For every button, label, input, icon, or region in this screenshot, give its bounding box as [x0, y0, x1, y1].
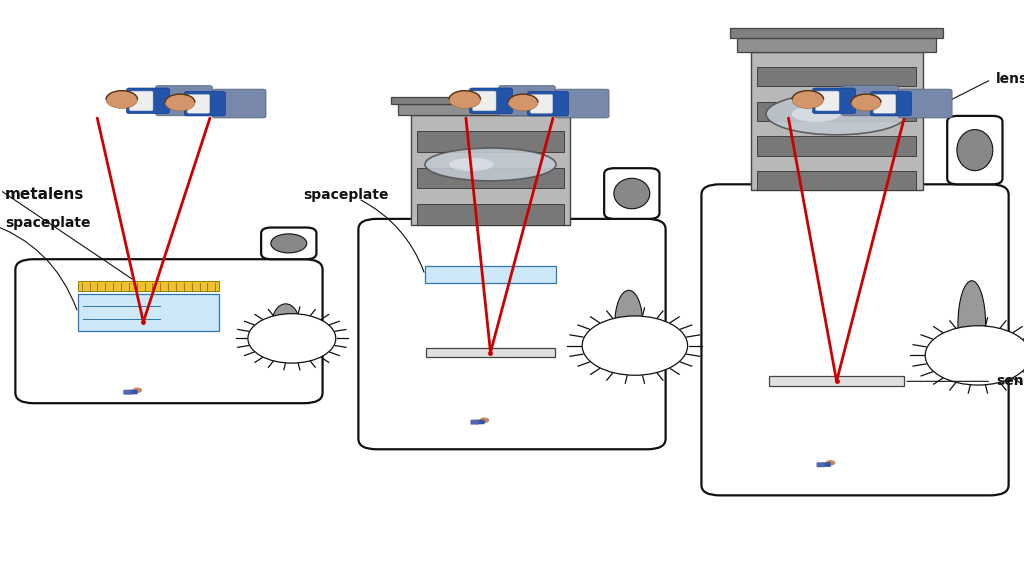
Ellipse shape: [766, 93, 907, 135]
Circle shape: [825, 460, 836, 465]
FancyBboxPatch shape: [129, 91, 153, 111]
Bar: [758, 171, 915, 190]
FancyBboxPatch shape: [187, 94, 210, 113]
FancyArrowPatch shape: [0, 223, 77, 310]
Circle shape: [508, 94, 538, 111]
Bar: [730, 28, 943, 38]
Bar: [411, 115, 570, 225]
Circle shape: [926, 326, 1024, 385]
Ellipse shape: [272, 304, 300, 344]
Text: lens: lens: [996, 73, 1024, 86]
Circle shape: [132, 388, 142, 393]
Ellipse shape: [792, 106, 840, 122]
Bar: [758, 67, 915, 86]
Circle shape: [248, 314, 336, 363]
FancyBboxPatch shape: [873, 94, 896, 113]
FancyBboxPatch shape: [604, 168, 659, 219]
FancyBboxPatch shape: [527, 92, 568, 116]
Ellipse shape: [958, 281, 985, 368]
Ellipse shape: [270, 234, 307, 253]
Bar: [758, 102, 915, 121]
Text: spaceplate: spaceplate: [303, 188, 388, 202]
FancyBboxPatch shape: [842, 85, 898, 116]
FancyArrowPatch shape: [360, 200, 424, 272]
Bar: [398, 104, 583, 115]
Ellipse shape: [614, 290, 643, 355]
FancyBboxPatch shape: [358, 219, 666, 449]
Circle shape: [479, 418, 489, 423]
Bar: [425, 266, 556, 283]
Ellipse shape: [425, 148, 556, 181]
FancyBboxPatch shape: [156, 85, 212, 116]
Bar: [417, 168, 564, 188]
Text: spaceplate: spaceplate: [5, 217, 90, 230]
Text: metalens: metalens: [5, 187, 85, 202]
Bar: [769, 376, 904, 386]
FancyBboxPatch shape: [127, 88, 170, 113]
Bar: [391, 97, 590, 104]
Ellipse shape: [449, 158, 494, 171]
FancyBboxPatch shape: [701, 184, 1009, 495]
Bar: [758, 137, 915, 156]
FancyBboxPatch shape: [212, 89, 266, 118]
FancyBboxPatch shape: [129, 390, 137, 395]
Bar: [78, 281, 219, 291]
FancyBboxPatch shape: [822, 463, 830, 467]
Text: sensor: sensor: [996, 374, 1024, 388]
Bar: [751, 52, 923, 190]
Bar: [417, 204, 564, 225]
Circle shape: [165, 94, 195, 111]
FancyBboxPatch shape: [472, 91, 496, 111]
FancyBboxPatch shape: [184, 92, 225, 116]
FancyBboxPatch shape: [815, 91, 839, 111]
Bar: [426, 348, 555, 357]
FancyBboxPatch shape: [469, 88, 513, 113]
Circle shape: [851, 94, 881, 111]
FancyBboxPatch shape: [816, 463, 824, 467]
FancyBboxPatch shape: [476, 420, 484, 425]
Ellipse shape: [613, 179, 650, 209]
FancyBboxPatch shape: [898, 89, 952, 118]
FancyBboxPatch shape: [15, 259, 323, 403]
FancyBboxPatch shape: [555, 89, 609, 118]
Circle shape: [106, 90, 137, 108]
Bar: [78, 294, 219, 331]
Bar: [417, 131, 564, 151]
Ellipse shape: [956, 130, 993, 170]
Circle shape: [583, 316, 687, 375]
FancyBboxPatch shape: [870, 92, 911, 116]
Bar: [737, 38, 936, 52]
FancyBboxPatch shape: [530, 94, 553, 113]
FancyBboxPatch shape: [813, 88, 856, 113]
FancyBboxPatch shape: [123, 390, 131, 395]
FancyBboxPatch shape: [947, 116, 1002, 184]
FancyBboxPatch shape: [499, 85, 555, 116]
Circle shape: [449, 90, 480, 108]
Circle shape: [792, 90, 823, 108]
FancyBboxPatch shape: [470, 420, 478, 425]
FancyBboxPatch shape: [261, 228, 316, 259]
